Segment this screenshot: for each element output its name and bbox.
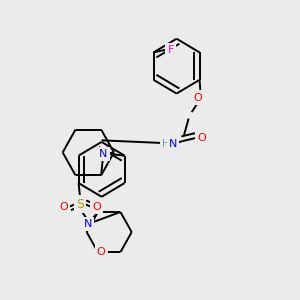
Text: O: O [194,93,202,103]
Text: S: S [76,197,84,211]
Text: O: O [92,202,101,212]
Text: H: H [162,139,169,149]
Text: O: O [59,202,68,212]
Text: O: O [97,247,105,257]
Text: N: N [169,139,177,149]
Text: O: O [197,133,206,143]
Text: N: N [99,149,107,159]
Text: N: N [84,219,92,229]
Text: F: F [168,45,174,55]
